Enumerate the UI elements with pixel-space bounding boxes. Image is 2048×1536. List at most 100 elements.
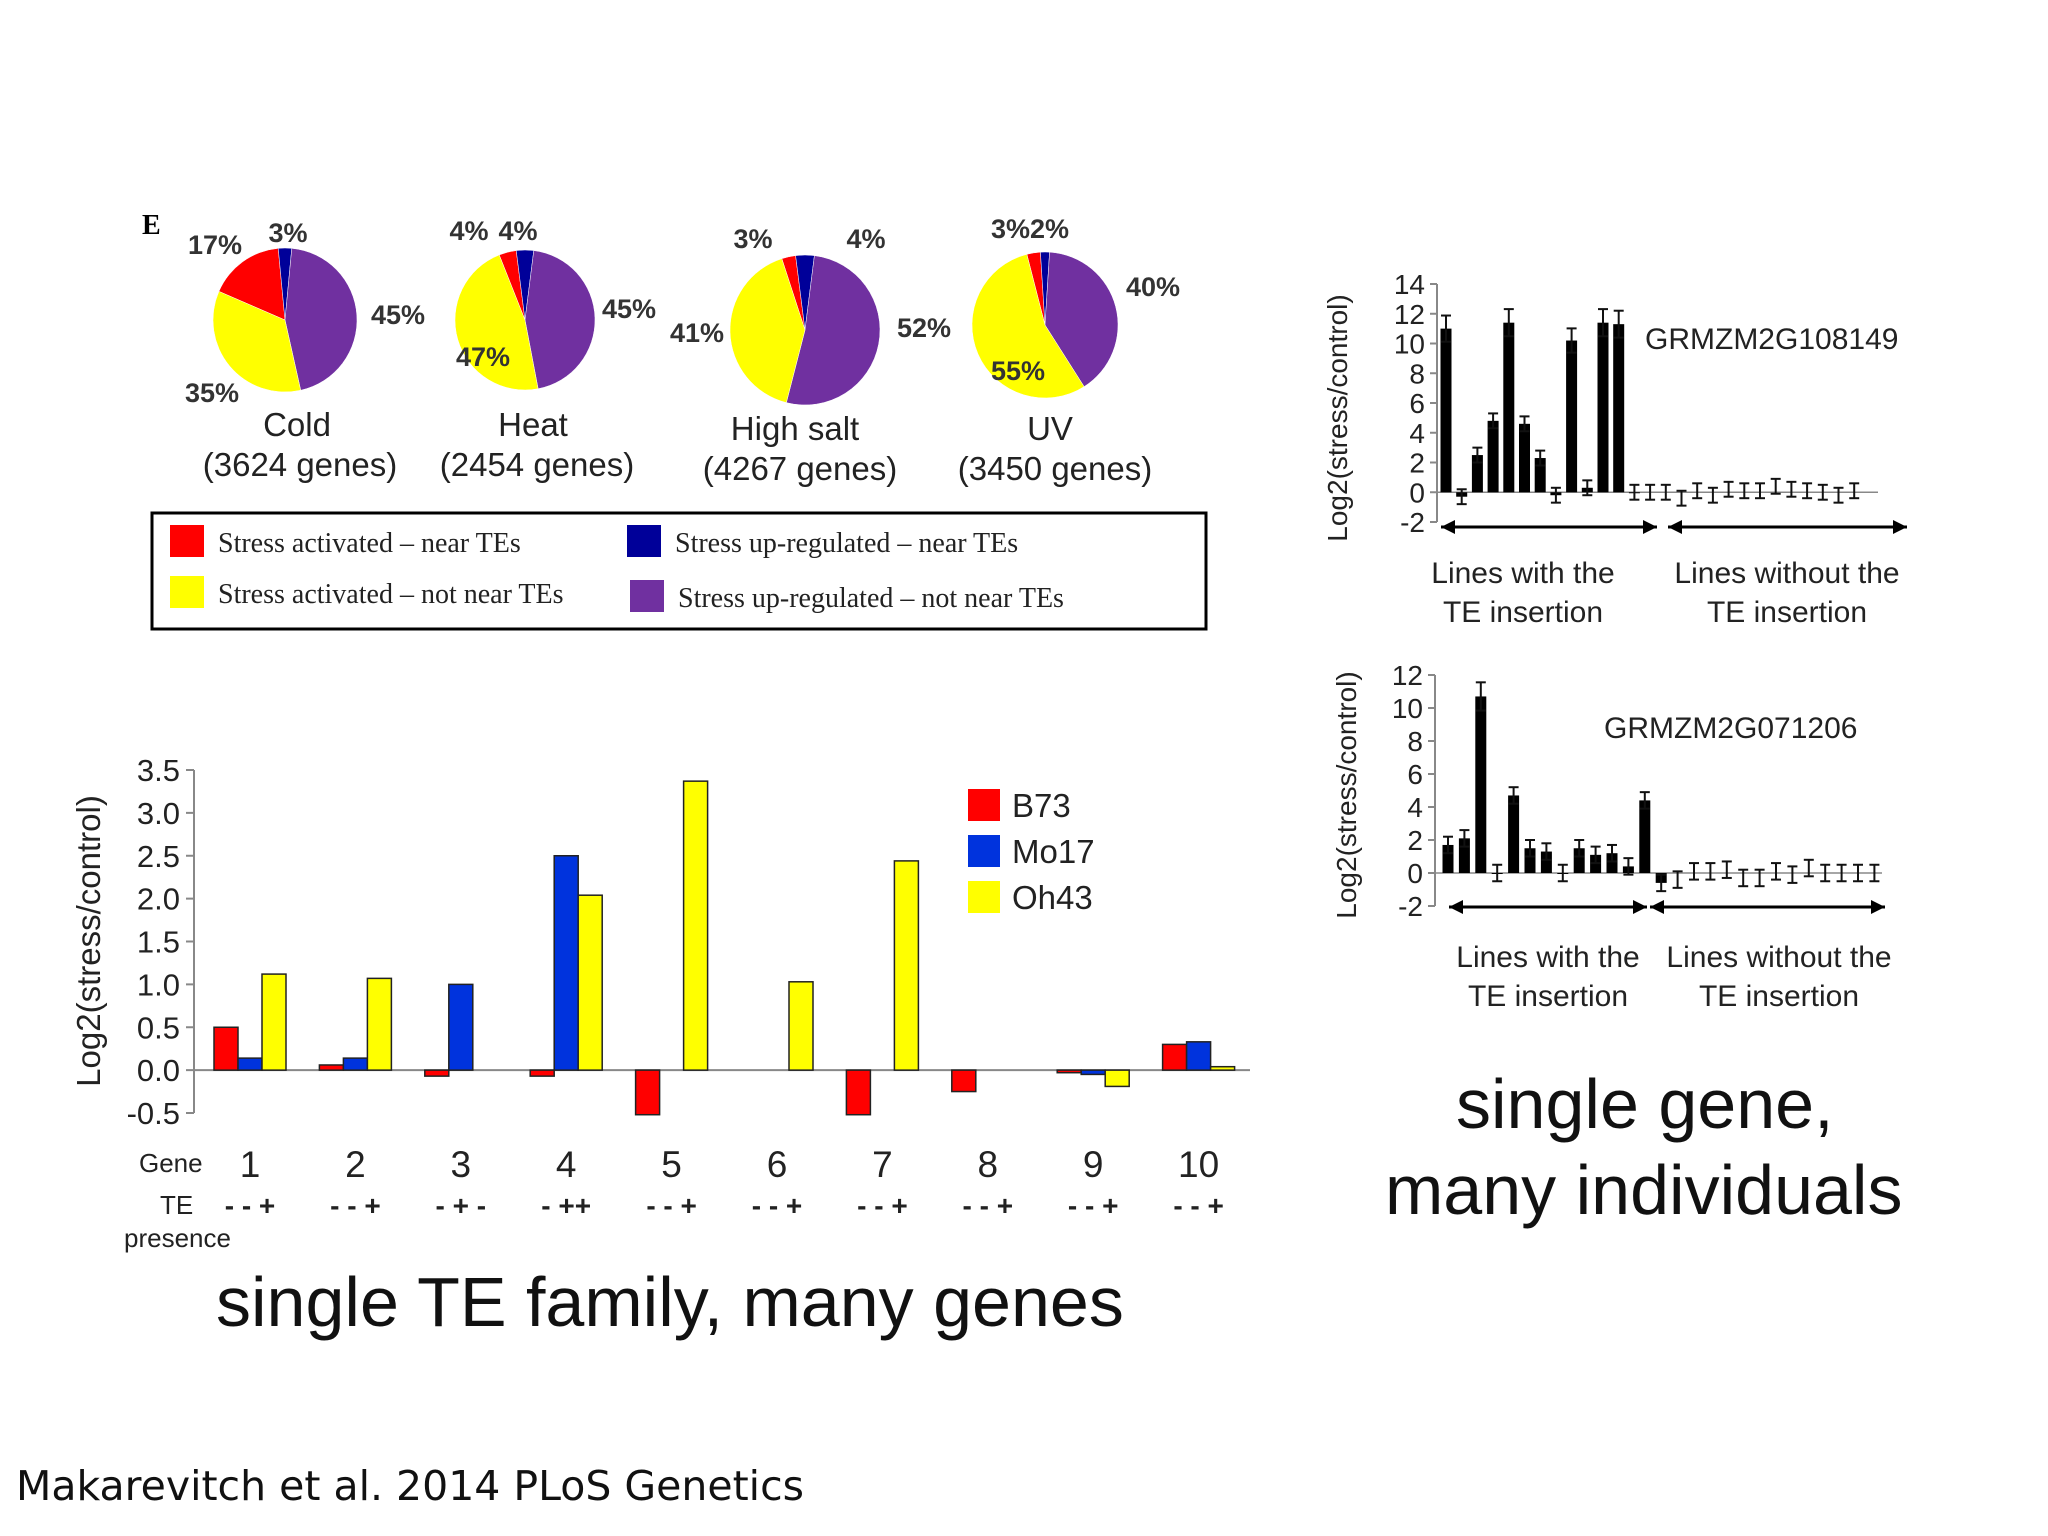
pie-label-high-salt-1: 4% (846, 224, 885, 254)
x-tick-label-gene-10: 10 (1178, 1144, 1219, 1185)
bar-oh43-gene-6 (788, 981, 814, 1071)
y-tick-label: 12 (1394, 299, 1425, 330)
pie-title-high-salt: High salt (731, 410, 859, 447)
gene-bar-3 (1487, 420, 1499, 493)
group-without-label-line2: TE insertion (1707, 596, 1867, 629)
x-tick-label-gene-6: 6 (767, 1144, 788, 1185)
legend-swatch-stress-activated-near-tes (170, 525, 204, 557)
bar-b73-gene-9 (1056, 1069, 1082, 1074)
pie-label-cold-1: 3% (268, 218, 307, 248)
pie-label-high-salt-0: 3% (733, 224, 772, 254)
bar-b73-gene-2 (318, 1064, 345, 1071)
bar-b73-gene-7 (845, 1069, 872, 1116)
y-tick-label: 0.0 (137, 1053, 180, 1088)
pie-subtitle-cold: (3624 genes) (203, 446, 397, 483)
te-presence-gene-6: - - + (752, 1190, 803, 1221)
group-arrowhead-right-0 (1643, 520, 1657, 534)
y-tick-label: 1.0 (137, 967, 180, 1002)
gene-bar-8 (1566, 340, 1578, 493)
bar-b73-gene-4 (529, 1069, 555, 1077)
many-genes-caption: single TE family, many genes (216, 1263, 1124, 1341)
pie-label-high-salt-3: 41% (670, 318, 724, 348)
pie-label-cold-0: 17% (188, 230, 242, 260)
pie-slice-uv-2 (1044, 251, 1119, 387)
single-gene-caption-line2: many individuals (1385, 1151, 1903, 1229)
y-tick-label: 4 (1409, 418, 1425, 449)
group-arrowhead-left-1 (1668, 520, 1682, 534)
y-tick-label: 2 (1407, 825, 1423, 856)
gene-bar-6 (1540, 851, 1552, 873)
group-with-label-line1: Lines with the (1456, 941, 1639, 974)
gene-bar-4 (1508, 795, 1520, 873)
y-tick-label: 2.0 (137, 882, 180, 917)
pie-uv: 3%2% 40% 55% UV(3450 genes) (958, 214, 1180, 487)
pie-title-heat: Heat (498, 406, 568, 443)
x-tick-label-gene-5: 5 (661, 1144, 682, 1185)
gene-row-label: Gene (139, 1148, 203, 1178)
te-presence-gene-3: - + - (436, 1190, 487, 1221)
group-with-label-line2: TE insertion (1468, 980, 1628, 1013)
te-presence-gene-1: - - + (225, 1190, 276, 1221)
bar-mo17-gene-3 (448, 983, 474, 1071)
x-tick-label-gene-2: 2 (345, 1144, 366, 1185)
pie-title-cold: Cold (263, 406, 331, 443)
pie-label-cold-2: 45% (371, 300, 425, 330)
gene-bar-0 (1440, 328, 1452, 493)
y-axis-label: Log2(stress/control) (1331, 671, 1362, 918)
bar-b73-gene-10 (1161, 1043, 1188, 1071)
legend-box (150, 511, 1208, 631)
group-arrowhead-right-1 (1893, 520, 1907, 534)
pie-subtitle-high-salt: (4267 genes) (703, 450, 897, 487)
bar-b73-gene-8 (951, 1069, 977, 1093)
bar-oh43-gene-10 (1209, 1065, 1236, 1071)
pie-cold: 17% 3% 45% 35% Cold(3624 genes) (185, 218, 425, 483)
group-without-label-line1: Lines without the (1674, 557, 1899, 590)
x-tick-label-gene-7: 7 (872, 1144, 893, 1185)
group-arrowhead-left-0 (1449, 900, 1463, 914)
bar-legend-label-mo17: Mo17 (1012, 833, 1095, 870)
y-axis-label: Log2(stress/control) (70, 795, 107, 1087)
legend-swatch-stress-up-regulated-not-near-tes (630, 580, 664, 612)
bar-mo17-gene-2 (342, 1057, 369, 1071)
y-tick-label: 4 (1407, 792, 1423, 823)
bar-legend-swatch-b73 (968, 789, 1000, 821)
gene-bar-8 (1573, 848, 1585, 873)
gene-bar-12 (1639, 800, 1651, 873)
pie-high-salt: 3% 4% 52% 41% High salt(4267 genes) (670, 224, 951, 487)
group-arrowhead-right-1 (1871, 900, 1885, 914)
gene-chart-title: GRMZM2G108149 (1645, 323, 1898, 356)
y-tick-label: -2 (1400, 507, 1425, 538)
y-tick-label: 0 (1409, 477, 1425, 508)
x-tick-label-gene-8: 8 (978, 1144, 999, 1185)
pie-label-cold-3: 35% (185, 378, 239, 408)
gene-bar-4 (1503, 322, 1515, 493)
pie-title-uv: UV (1027, 410, 1073, 447)
panel-letter: E (142, 210, 161, 241)
bar-mo17-gene-4 (553, 855, 579, 1071)
y-tick-label: -2 (1398, 891, 1423, 922)
group-arrowhead-right-0 (1633, 900, 1647, 914)
y-tick-label: 0 (1407, 858, 1423, 889)
pie-slice-cold-2 (284, 248, 358, 391)
bar-legend-label-oh43: Oh43 (1012, 879, 1093, 916)
bar-legend-label-b73: B73 (1012, 787, 1071, 824)
pie-label-uv-0: 3%2% (991, 214, 1069, 244)
pie-legend: Stress activated – near TEs Stress up-reg… (150, 511, 1208, 631)
y-tick-label: 3.5 (137, 753, 180, 788)
y-tick-label: 8 (1407, 726, 1423, 757)
gene-bar-5 (1519, 423, 1530, 493)
gene-bar-11 (1613, 324, 1625, 493)
x-tick-label-gene-9: 9 (1083, 1144, 1104, 1185)
pie-label-heat-0: 4% (449, 216, 488, 246)
group-arrowhead-left-0 (1441, 520, 1455, 534)
pie-label-high-salt-2: 52% (897, 313, 951, 343)
group-with-label-line1: Lines with the (1431, 557, 1614, 590)
pie-slice-heat-2 (524, 250, 596, 390)
group-without-label-line1: Lines without the (1666, 941, 1891, 974)
te-presence-gene-9: - - + (1068, 1190, 1119, 1221)
y-tick-label: 0.5 (137, 1010, 180, 1045)
pie-slice-cold-0 (218, 248, 286, 321)
gene-bar-2 (1471, 455, 1483, 493)
y-tick-label: 6 (1409, 388, 1425, 419)
